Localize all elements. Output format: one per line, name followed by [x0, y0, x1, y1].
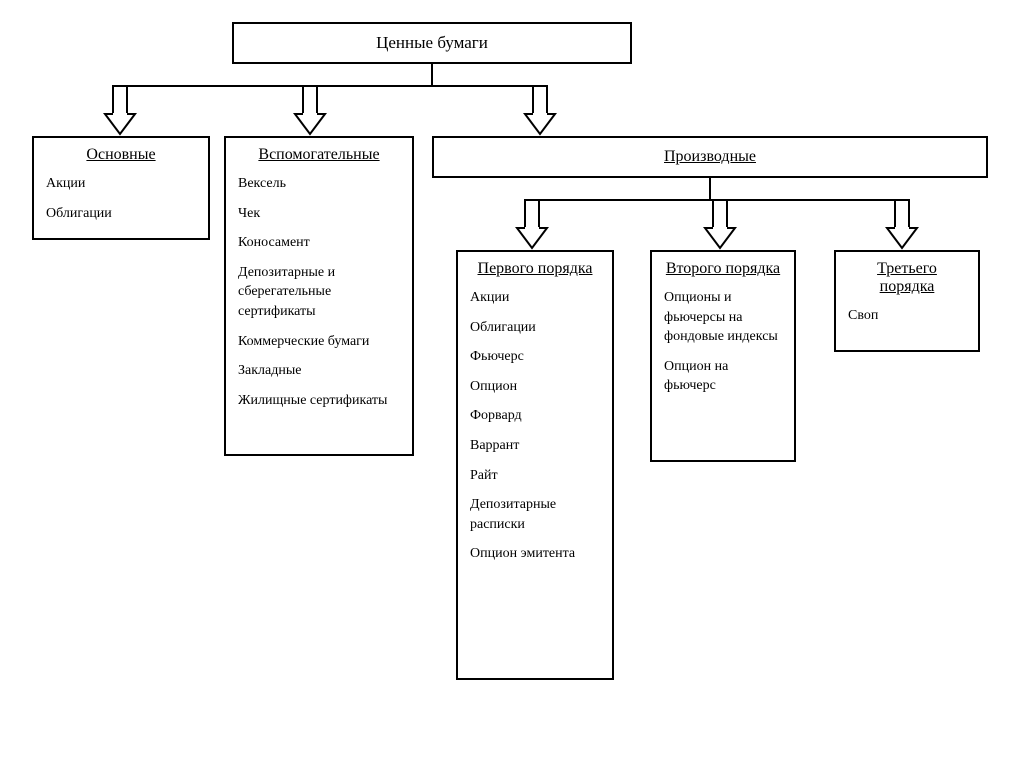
arrow-to-order1	[517, 200, 547, 248]
list-item: Фьючерс	[470, 347, 600, 367]
list-item: Форвард	[470, 406, 600, 426]
box-order1: Первого порядка Акции Облигации Фьючерс …	[456, 250, 614, 680]
heading-order2: Второго порядка	[664, 260, 782, 278]
list-item: Опцион	[470, 377, 600, 397]
box-order3: Третьего порядка Своп	[834, 250, 980, 352]
list-item: Депозитарные расписки	[470, 495, 600, 534]
heading-order3: Третьего порядка	[848, 260, 966, 296]
arrow-to-order3	[887, 200, 917, 248]
heading-order1: Первого порядка	[470, 260, 600, 278]
list-item: Своп	[848, 306, 966, 326]
list-item: Жилищные сертификаты	[238, 391, 400, 411]
list-item: Опцион на фьючерс	[664, 357, 782, 396]
list-item: Опцион эмитента	[470, 544, 600, 564]
list-item: Акции	[470, 288, 600, 308]
list-item: Райт	[470, 466, 600, 486]
list-item: Опционы и фьючерсы на фондовые индексы	[664, 288, 782, 347]
list-item: Облигации	[470, 318, 600, 338]
list-item: Закладные	[238, 361, 400, 381]
arrow-to-order2	[705, 200, 735, 248]
box-order2: Второго порядка Опционы и фьючерсы на фо…	[650, 250, 796, 462]
list-item: Варрант	[470, 436, 600, 456]
list-item: Коммерческие бумаги	[238, 332, 400, 352]
